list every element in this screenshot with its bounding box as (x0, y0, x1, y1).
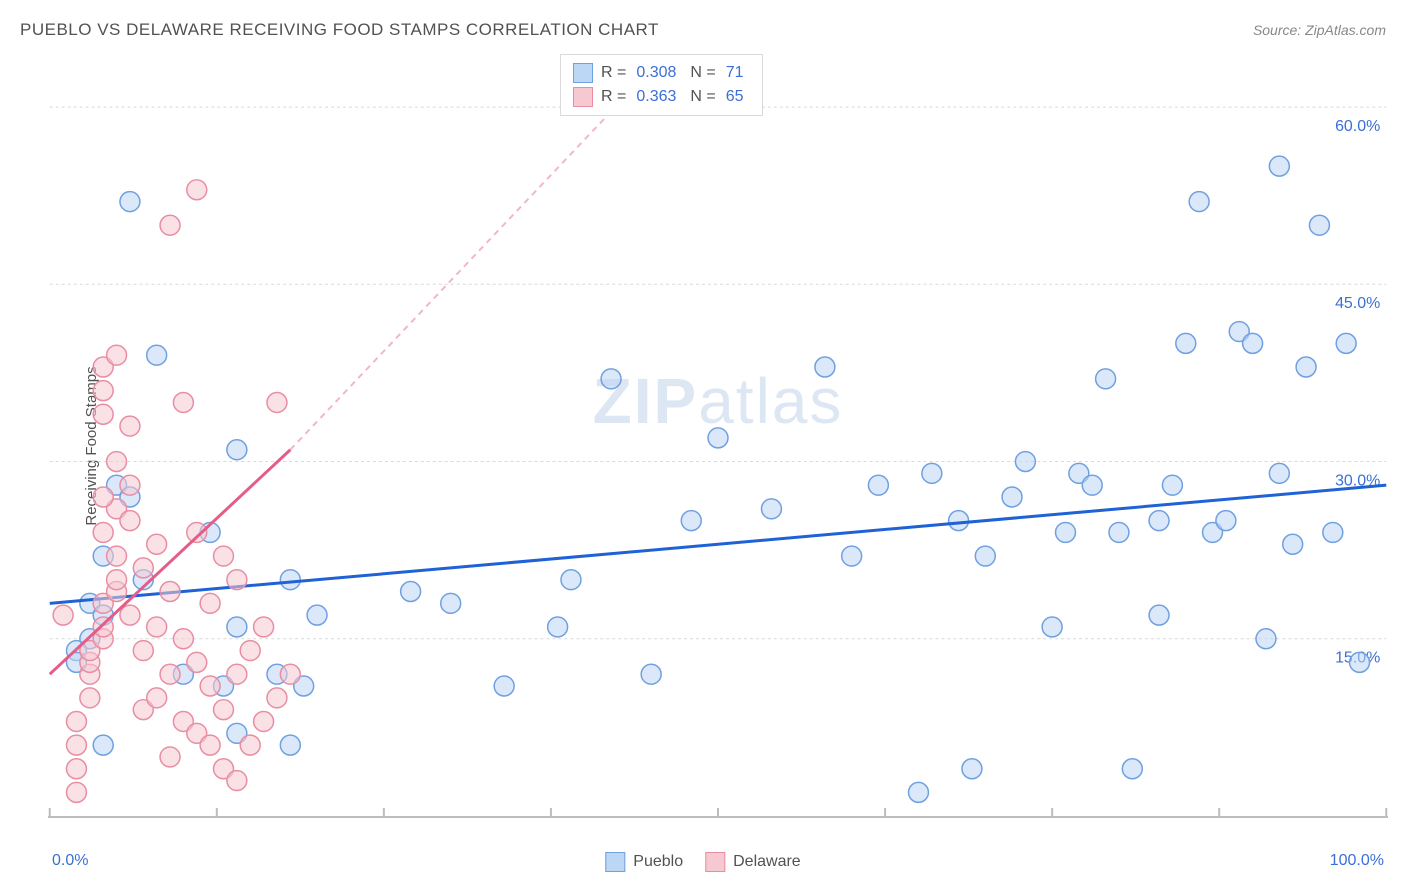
series-legend-label: Delaware (733, 853, 801, 871)
svg-text:45.0%: 45.0% (1335, 295, 1380, 312)
n-label: N = (690, 88, 715, 106)
series-legend-label: Pueblo (633, 853, 683, 871)
legend-swatch (573, 63, 593, 83)
chart-source: Source: ZipAtlas.com (1253, 22, 1386, 38)
r-label: R = (601, 88, 626, 106)
legend-swatch (605, 852, 625, 872)
series-legend: Pueblo Delaware (605, 852, 800, 872)
r-value: 0.308 (636, 64, 676, 82)
chart-header: PUEBLO VS DELAWARE RECEIVING FOOD STAMPS… (20, 20, 1386, 40)
scatter-plot-svg: 15.0%30.0%45.0%60.0% (48, 48, 1388, 816)
chart-plot-area: ZIPatlas 15.0%30.0%45.0%60.0% (48, 48, 1388, 818)
legend-swatch (573, 87, 593, 107)
legend-row: R = 0.308 N = 71 (573, 61, 750, 85)
correlation-legend: R = 0.308 N = 71 R = 0.363 N = 65 (560, 54, 763, 116)
chart-title: PUEBLO VS DELAWARE RECEIVING FOOD STAMPS… (20, 20, 659, 40)
n-value: 71 (726, 64, 744, 82)
x-axis-min-label: 0.0% (52, 852, 88, 870)
legend-row: R = 0.363 N = 65 (573, 85, 750, 109)
series-legend-item: Delaware (705, 852, 801, 872)
x-axis-max-label: 100.0% (1330, 852, 1384, 870)
svg-text:60.0%: 60.0% (1335, 118, 1380, 135)
series-legend-item: Pueblo (605, 852, 683, 872)
n-label: N = (690, 64, 715, 82)
legend-swatch (705, 852, 725, 872)
n-value: 65 (726, 88, 744, 106)
r-value: 0.363 (636, 88, 676, 106)
r-label: R = (601, 64, 626, 82)
